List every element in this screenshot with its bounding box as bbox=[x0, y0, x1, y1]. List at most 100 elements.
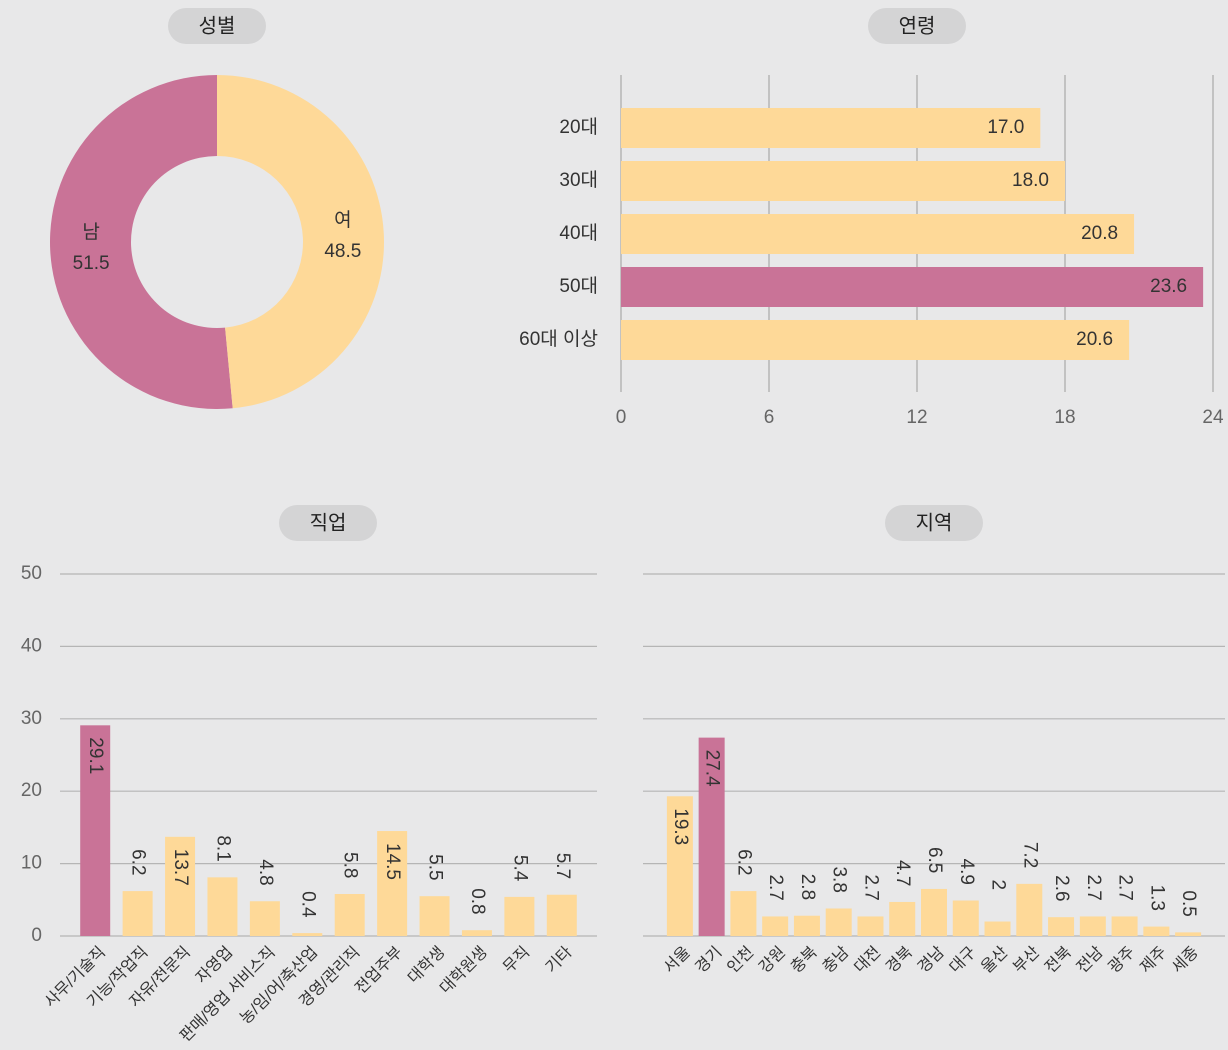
y-tick-label: 10 bbox=[21, 853, 42, 874]
slice-label: 남 bbox=[82, 221, 99, 243]
value-label: 0.8 bbox=[467, 888, 488, 914]
bar bbox=[889, 901, 916, 936]
chart-title: 연령 bbox=[899, 14, 936, 37]
x-tick-label: 농/임/어/축산업 bbox=[236, 943, 321, 1028]
y-tick-label: 30 bbox=[21, 708, 42, 729]
chart-title: 직업 bbox=[310, 511, 347, 534]
category-label: 60대 이상 bbox=[519, 328, 598, 350]
value-label: 19.3 bbox=[670, 808, 691, 845]
donut-slice bbox=[49, 75, 233, 409]
bar bbox=[1111, 916, 1138, 936]
slice-label: 여 bbox=[334, 209, 351, 231]
x-tick-label: 경기 bbox=[692, 943, 726, 977]
bar bbox=[546, 894, 577, 936]
bar bbox=[762, 916, 789, 936]
bar bbox=[1016, 883, 1043, 936]
value-label: 3.8 bbox=[829, 866, 850, 892]
chart-title: 지역 bbox=[916, 511, 953, 534]
x-tick-label: 대구 bbox=[946, 943, 980, 977]
bar bbox=[952, 900, 979, 936]
bar bbox=[461, 930, 492, 936]
value-label: 5.4 bbox=[509, 855, 530, 882]
bar bbox=[334, 894, 365, 936]
x-tick-label: 경북 bbox=[882, 943, 916, 977]
value-label: 2 bbox=[988, 880, 1009, 891]
x-tick-label: 충남 bbox=[819, 943, 853, 977]
value-label: 1.3 bbox=[1146, 885, 1167, 911]
x-tick-label: 부산 bbox=[1010, 943, 1044, 977]
value-label: 7.2 bbox=[1019, 842, 1040, 868]
x-tick-label: 인천 bbox=[724, 943, 758, 977]
value-label: 5.8 bbox=[340, 852, 361, 878]
title-pill bbox=[885, 505, 983, 541]
x-tick-label: 전업주부 bbox=[352, 943, 406, 997]
x-tick-label: 대학원생 bbox=[436, 943, 490, 997]
title-pill bbox=[868, 8, 966, 44]
bar bbox=[249, 901, 280, 936]
x-tick-label: 경남 bbox=[914, 943, 948, 977]
x-tick-label: 18 bbox=[1054, 407, 1075, 428]
bar bbox=[1048, 917, 1075, 936]
bar bbox=[504, 896, 535, 936]
value-label: 8.1 bbox=[212, 835, 233, 861]
category-label: 30대 bbox=[559, 169, 598, 191]
x-tick-label: 24 bbox=[1202, 407, 1224, 428]
x-tick-label: 제주 bbox=[1137, 943, 1171, 977]
category-label: 20대 bbox=[559, 116, 598, 138]
value-label: 20.6 bbox=[1076, 329, 1113, 350]
value-label: 17.0 bbox=[987, 117, 1024, 138]
title-pill bbox=[168, 8, 266, 44]
x-tick-label: 서울 bbox=[660, 943, 694, 977]
bar bbox=[921, 888, 947, 936]
bar bbox=[621, 267, 1204, 307]
value-label: 23.6 bbox=[1150, 276, 1187, 297]
bar bbox=[857, 916, 884, 936]
x-tick-label: 기타 bbox=[542, 943, 576, 977]
value-label: 0.4 bbox=[297, 891, 318, 918]
value-label: 2.7 bbox=[1115, 874, 1136, 900]
bar bbox=[621, 108, 1041, 148]
chart-title: 성별 bbox=[199, 14, 236, 37]
x-tick-label: 강원 bbox=[755, 943, 789, 977]
donut-slice bbox=[217, 75, 384, 409]
y-tick-label: 40 bbox=[21, 635, 42, 656]
value-label: 6.5 bbox=[924, 847, 945, 873]
x-tick-label: 전북 bbox=[1041, 943, 1075, 977]
x-tick-label: 무직 bbox=[500, 943, 534, 977]
bar bbox=[698, 737, 725, 936]
y-tick-label: 20 bbox=[21, 780, 42, 801]
value-label: 5.5 bbox=[425, 854, 446, 880]
value-label: 4.9 bbox=[956, 859, 977, 885]
x-tick-label: 충북 bbox=[787, 943, 821, 977]
value-label: 18.0 bbox=[1012, 170, 1049, 191]
bar bbox=[1079, 916, 1106, 936]
bar bbox=[1143, 926, 1170, 936]
slice-value: 48.5 bbox=[324, 241, 361, 262]
value-label: 2.8 bbox=[797, 874, 818, 900]
value-label: 2.7 bbox=[765, 874, 786, 900]
value-label: 29.1 bbox=[85, 737, 106, 774]
x-tick-label: 울산 bbox=[978, 943, 1012, 977]
title-pill bbox=[279, 505, 377, 541]
value-label: 5.7 bbox=[552, 853, 573, 879]
value-label: 2.7 bbox=[1083, 874, 1104, 900]
bar bbox=[122, 891, 153, 936]
value-label: 2.6 bbox=[1051, 875, 1072, 901]
bar bbox=[984, 921, 1011, 936]
y-tick-label: 0 bbox=[31, 925, 42, 946]
bar bbox=[165, 836, 196, 936]
value-label: 20.8 bbox=[1081, 223, 1118, 244]
category-label: 40대 bbox=[559, 222, 598, 244]
category-label: 50대 bbox=[559, 275, 598, 297]
bar bbox=[419, 896, 450, 936]
value-label: 4.7 bbox=[892, 860, 913, 886]
value-label: 4.8 bbox=[255, 859, 276, 885]
value-label: 13.7 bbox=[170, 849, 191, 886]
x-tick-label: 광주 bbox=[1105, 943, 1139, 977]
x-tick-label: 12 bbox=[906, 407, 927, 428]
value-label: 2.7 bbox=[860, 874, 881, 900]
value-label: 14.5 bbox=[382, 843, 403, 880]
y-tick-label: 50 bbox=[21, 563, 42, 584]
